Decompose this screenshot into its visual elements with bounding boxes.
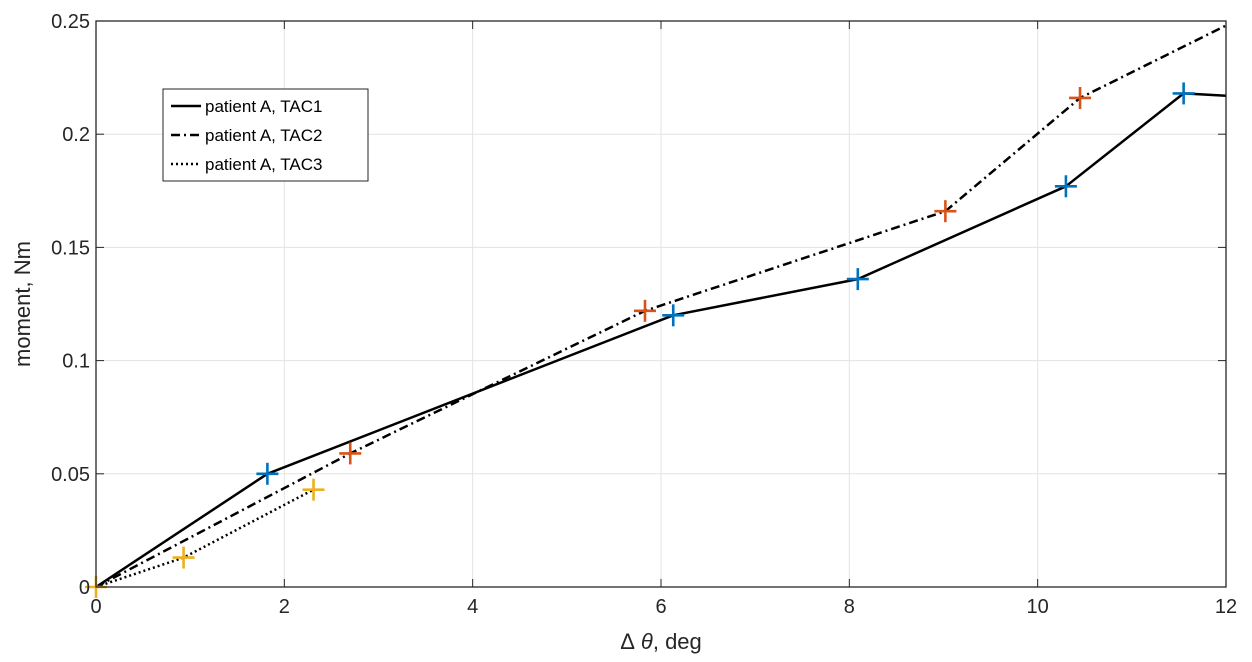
legend-label: patient A, TAC3 — [205, 155, 323, 174]
plus-marker — [1069, 86, 1092, 109]
y-tick-label: 0.25 — [51, 11, 90, 33]
x-tick-label: 0 — [90, 596, 101, 618]
x-tick-label: 2 — [279, 596, 290, 618]
series-line-3 — [95, 488, 315, 589]
plus-marker — [846, 268, 869, 291]
x-tick-label: 4 — [467, 596, 478, 618]
y-tick-label: 0.1 — [62, 351, 90, 373]
plus-marker — [1172, 82, 1195, 105]
x-axis-label-delta: Δ — [620, 629, 635, 654]
y-tick-label: 0.05 — [51, 464, 90, 486]
y-tick-label: 0 — [79, 577, 90, 599]
legend: patient A, TAC1 patient A, TAC2 patient A,… — [162, 88, 369, 182]
x-axis-label-theta: θ — [641, 629, 653, 654]
legend-label: patient A, TAC2 — [205, 126, 323, 145]
x-tick-label: 12 — [1215, 596, 1237, 618]
plus-marker — [934, 200, 957, 223]
plus-marker — [662, 304, 685, 327]
plus-marker — [633, 299, 656, 322]
ticks: 0 2 4 6 8 10 12 0 0.05 0.1 0.15 0.2 0.25 — [51, 11, 1237, 618]
plus-marker — [302, 478, 325, 501]
legend-label: patient A, TAC1 — [205, 97, 323, 116]
y-tick-label: 0.2 — [62, 124, 90, 146]
y-axis-label: moment, Nm — [10, 241, 35, 367]
plus-marker — [256, 462, 279, 485]
y-tick-label: 0.15 — [51, 237, 90, 259]
plus-marker — [1054, 175, 1077, 198]
plus-marker — [172, 546, 195, 569]
series-line-2 — [95, 24, 1227, 589]
x-tick-label: 10 — [1027, 596, 1049, 618]
x-tick-label: 6 — [655, 596, 666, 618]
plus-marker — [339, 442, 362, 465]
x-tick-label: 8 — [844, 596, 855, 618]
x-axis-label-unit: , deg — [653, 629, 702, 654]
